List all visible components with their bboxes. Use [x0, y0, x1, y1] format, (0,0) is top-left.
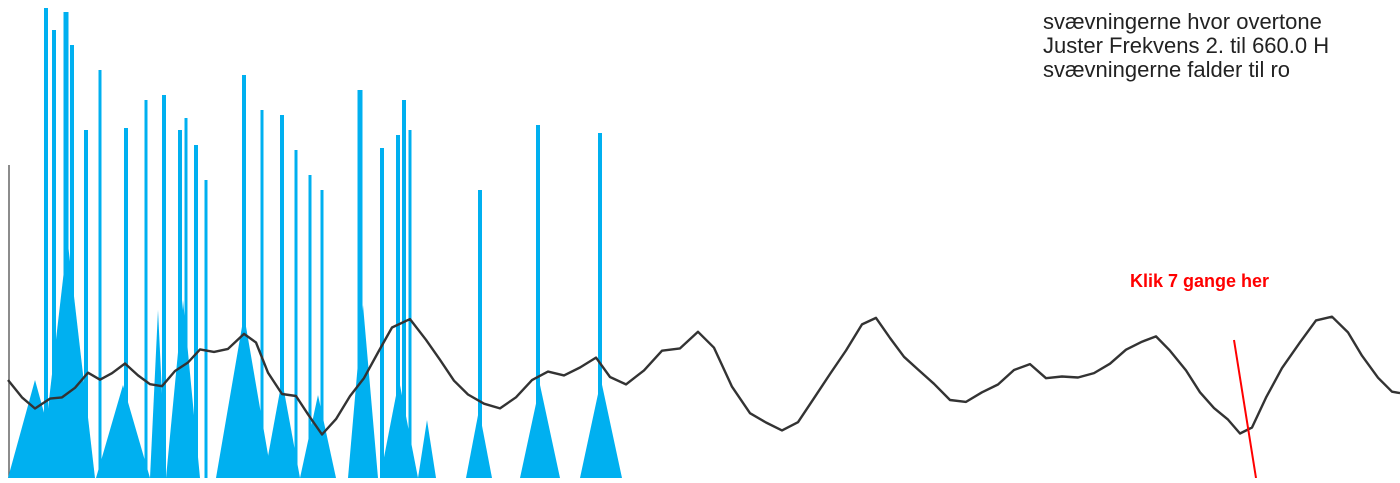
- click-pointer-line: [1233, 339, 1257, 479]
- instruction-line-2: svævningerne hvor overtone: [1043, 9, 1322, 34]
- instruction-line-4: svævningerne falder til ro: [1043, 57, 1291, 82]
- instruction-line-3: Juster Frekvens 2. til 660.0 H: [1043, 33, 1330, 58]
- beat-waveform: [7, 315, 1400, 436]
- instructions-text: svævningerne hvor overtone Juster Frekve…: [1043, 0, 1400, 82]
- frequency-spectrum: [8, 8, 622, 478]
- click-hint-label[interactable]: Klik 7 gange her: [1130, 271, 1270, 291]
